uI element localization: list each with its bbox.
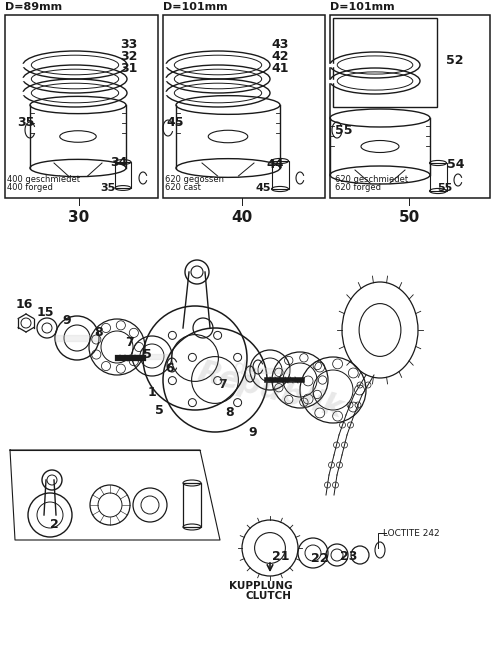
Text: 32: 32: [120, 51, 137, 63]
Text: 45: 45: [256, 183, 272, 193]
Text: 7: 7: [218, 378, 227, 392]
Text: 50: 50: [399, 210, 420, 225]
Text: 35: 35: [17, 117, 34, 129]
Text: 620 geschmiedet: 620 geschmiedet: [335, 175, 408, 185]
Text: 55: 55: [437, 183, 452, 193]
Text: 5: 5: [155, 404, 164, 416]
Text: 620 gegossen: 620 gegossen: [165, 175, 224, 185]
Text: 42: 42: [271, 51, 288, 63]
Text: 34: 34: [110, 157, 127, 169]
Text: 35: 35: [100, 183, 115, 193]
Text: 8: 8: [94, 327, 103, 340]
Text: 30: 30: [68, 210, 90, 225]
Text: D=89mm: D=89mm: [5, 2, 62, 12]
Text: 55: 55: [335, 123, 352, 137]
Text: 620 forged: 620 forged: [335, 183, 381, 193]
Text: de: de: [231, 358, 259, 382]
Bar: [115, 162, 131, 188]
Text: KUPPLUNG: KUPPLUNG: [229, 581, 293, 591]
Text: LOCTITE 242: LOCTITE 242: [383, 528, 440, 538]
Text: D=101mm: D=101mm: [163, 2, 228, 12]
Bar: [330, 15, 490, 198]
Text: D=101mm: D=101mm: [330, 2, 395, 12]
Text: 1: 1: [148, 386, 157, 400]
Text: 9: 9: [248, 426, 257, 438]
Text: 33: 33: [120, 39, 137, 51]
Bar: [163, 15, 325, 198]
Text: 43: 43: [271, 39, 288, 51]
Text: 16: 16: [16, 297, 33, 311]
Text: 7: 7: [125, 336, 134, 350]
Text: 45: 45: [166, 117, 184, 129]
Text: 620 cast: 620 cast: [165, 183, 201, 193]
Bar: [5, 15, 158, 198]
Text: 400 geschmiedet: 400 geschmiedet: [7, 175, 80, 185]
Bar: [333, 18, 437, 107]
Text: 40: 40: [231, 210, 252, 225]
Text: 23: 23: [340, 550, 357, 564]
Text: 6: 6: [165, 362, 174, 374]
Text: 52: 52: [446, 53, 463, 67]
Text: 400 forged: 400 forged: [7, 183, 53, 193]
Text: 44: 44: [266, 157, 283, 171]
Text: 21: 21: [272, 550, 289, 562]
Bar: [272, 161, 288, 189]
Text: 54: 54: [447, 159, 464, 171]
Bar: [183, 483, 201, 527]
Text: CLUTCH: CLUTCH: [245, 591, 291, 601]
Text: 2: 2: [50, 518, 59, 530]
Bar: [430, 163, 447, 191]
Text: 15: 15: [37, 307, 55, 319]
Text: 5: 5: [143, 348, 152, 362]
Text: Republik: Republik: [194, 357, 346, 424]
Text: 31: 31: [120, 63, 137, 75]
Text: 8: 8: [225, 406, 234, 420]
Text: 9: 9: [62, 313, 71, 327]
Text: 41: 41: [271, 63, 288, 75]
Text: 22: 22: [311, 552, 329, 564]
